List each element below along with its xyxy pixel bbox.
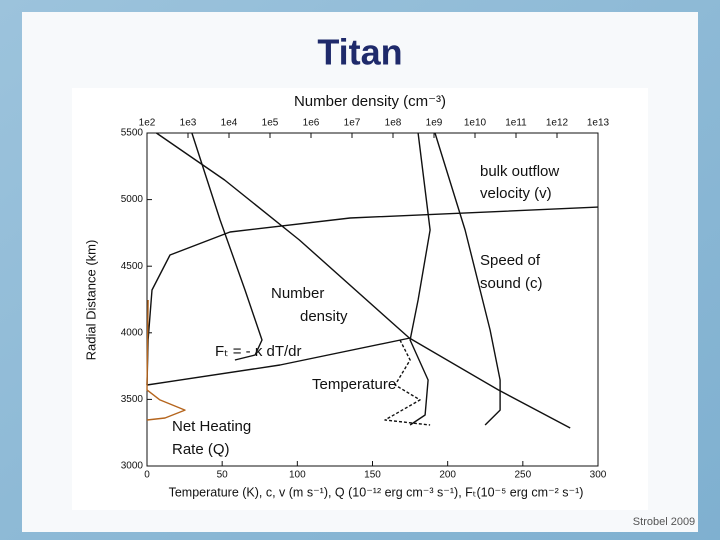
x2-tick-label: 1e10 (464, 118, 487, 129)
y-tick-label: 5500 (121, 128, 144, 139)
annotation: Fₜ = - κ dT/dr (215, 343, 302, 360)
x2-tick-label: 1e13 (587, 118, 610, 129)
x-tick-label: 150 (364, 470, 381, 481)
x2-tick-label: 1e12 (546, 118, 569, 129)
annotation: Net Heating (172, 418, 251, 435)
x2-tick-label: 1e8 (385, 118, 402, 129)
annotation: density (300, 308, 348, 325)
x-tick-label: 250 (514, 470, 531, 481)
x2-tick-label: 1e6 (303, 118, 320, 129)
y-tick-label: 5000 (121, 194, 144, 205)
annotation: Temperature (312, 376, 396, 393)
x2-tick-label: 1e4 (221, 118, 238, 129)
curve (409, 132, 431, 426)
x2-tick-label: 1e5 (262, 118, 279, 129)
y-tick-label: 3500 (121, 394, 144, 405)
curve (146, 299, 186, 421)
x-tick-label: 300 (590, 470, 607, 481)
slide-title: Titan (317, 32, 402, 73)
x-axis-label: Temperature (K), c, v (m s⁻¹), Q (10⁻¹² … (169, 485, 584, 499)
x2-tick-label: 1e3 (180, 118, 197, 129)
annotation: Speed of (480, 252, 541, 269)
curve (434, 132, 501, 426)
curve (191, 132, 263, 361)
x2-tick-label: 1e2 (139, 118, 156, 129)
x2-tick-label: 1e11 (505, 118, 527, 129)
y-tick-label: 4500 (121, 261, 144, 272)
x-tick-label: 0 (144, 470, 150, 481)
credit: Strobel 2009 (633, 516, 695, 528)
curve (384, 339, 431, 426)
curve (146, 337, 411, 386)
annotation: Rate (Q) (172, 441, 230, 458)
y-axis-label: Radial Distance (km) (83, 240, 98, 361)
curve (156, 132, 571, 429)
annotation: sound (c) (480, 275, 543, 292)
x2-tick-label: 1e9 (426, 118, 443, 129)
x-tick-label: 100 (289, 470, 306, 481)
figure (72, 88, 648, 510)
annotation: Number (271, 285, 324, 302)
y-tick-label: 4000 (121, 327, 144, 338)
y-tick-label: 3000 (121, 461, 144, 472)
annotation: velocity (v) (480, 185, 552, 202)
annotation: bulk outflow (480, 163, 559, 180)
x-tick-label: 200 (439, 470, 456, 481)
top-axis-label: Number density (cm⁻³) (294, 93, 446, 110)
x2-tick-label: 1e7 (344, 118, 361, 129)
x-tick-label: 50 (217, 470, 229, 481)
